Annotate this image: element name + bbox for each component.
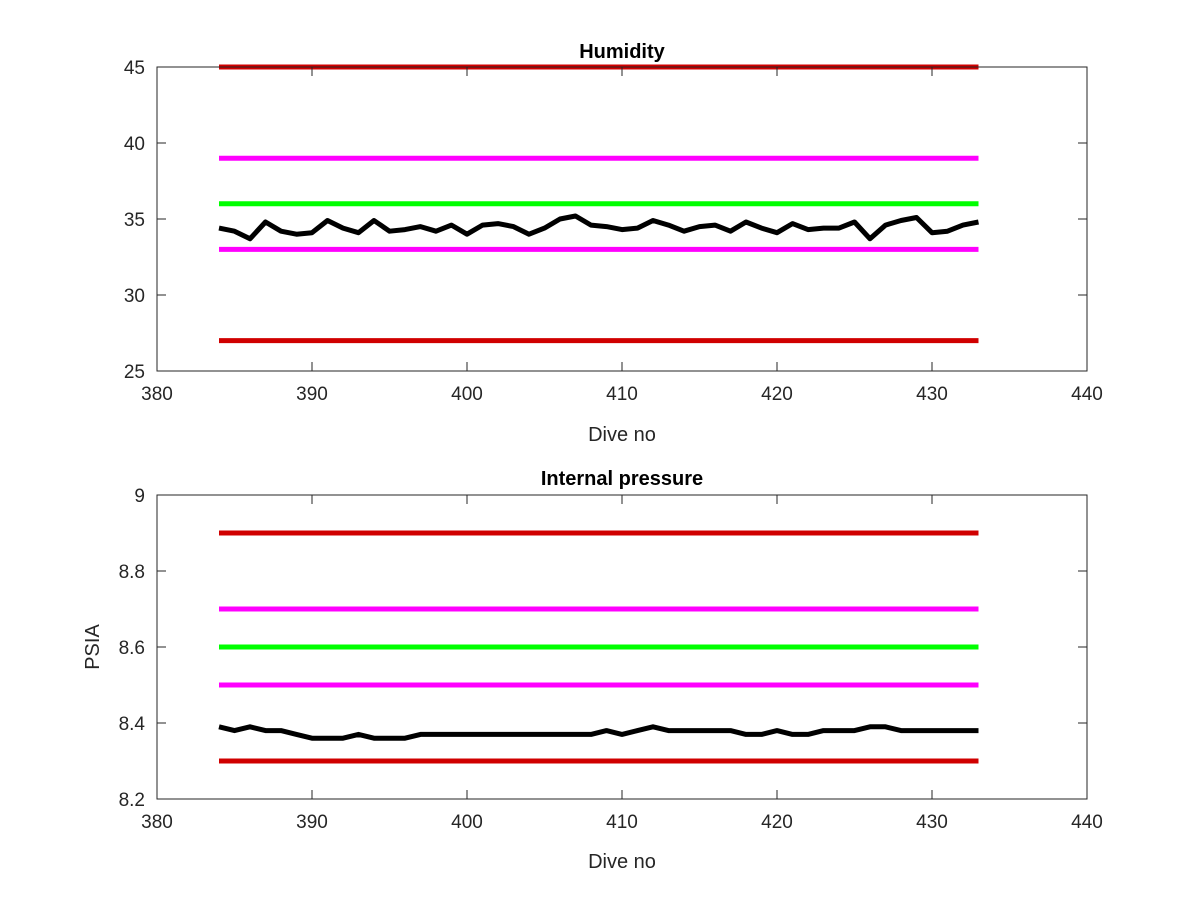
pressure-y-tick-label-3: 8.8 — [119, 562, 145, 583]
pressure-y-tick-label-0: 8.2 — [119, 790, 145, 811]
humidity-y-tick-label-2: 35 — [124, 210, 145, 231]
pressure-subplot: 380 390 400 410 420 430 440 8.2 8.4 8.6 8.8 9 Inter… — [82, 468, 1103, 873]
pressure-series-line-5 — [218, 724, 979, 741]
humidity-x-tick-label-3: 410 — [606, 384, 638, 405]
pressure-x-tick-label-0: 380 — [141, 812, 173, 833]
humidity-x-tick-label-0: 380 — [141, 384, 173, 405]
humidity-y-tick-label-4: 45 — [124, 58, 145, 79]
humidity-tick-layer: 380 390 400 410 420 430 440 25 30 35 40 45 — [124, 58, 1103, 405]
humidity-x-tick-label-4: 420 — [761, 384, 793, 405]
pressure-x-tick-label-2: 400 — [451, 812, 483, 833]
pressure-y-axis-label: PSIA — [82, 624, 104, 670]
pressure-x-tick-label-6: 440 — [1071, 812, 1103, 833]
humidity-series-line-5 — [218, 213, 979, 242]
humidity-x-tick-label-1: 390 — [296, 384, 328, 405]
humidity-y-tick-label-3: 40 — [124, 134, 145, 155]
pressure-y-tick-label-2: 8.6 — [119, 638, 145, 659]
pressure-tick-layer: 380 390 400 410 420 430 440 8.2 8.4 8.6 8.8 9 — [119, 486, 1103, 833]
humidity-plot-area — [157, 67, 1087, 371]
pressure-x-tick-label-4: 420 — [761, 812, 793, 833]
pressure-x-tick-label-5: 430 — [916, 812, 948, 833]
humidity-x-tick-label-6: 440 — [1071, 384, 1103, 405]
humidity-x-axis-label: Dive no — [588, 424, 656, 446]
pressure-y-tick-label-1: 8.4 — [119, 714, 146, 735]
humidity-title: Humidity — [579, 41, 665, 63]
humidity-subplot: 380 390 400 410 420 430 440 25 30 35 40 45 Humidity… — [124, 41, 1103, 446]
pressure-title: Internal pressure — [541, 468, 703, 490]
humidity-x-tick-label-5: 430 — [916, 384, 948, 405]
humidity-x-tick-label-2: 400 — [451, 384, 483, 405]
humidity-y-tick-label-1: 30 — [124, 286, 145, 307]
pressure-x-tick-label-1: 390 — [296, 812, 328, 833]
pressure-x-tick-label-3: 410 — [606, 812, 638, 833]
pressure-x-axis-label: Dive no — [588, 851, 656, 873]
humidity-y-tick-label-0: 25 — [124, 362, 145, 383]
pressure-series-layer — [218, 530, 979, 764]
pressure-y-tick-label-4: 9 — [134, 486, 145, 507]
